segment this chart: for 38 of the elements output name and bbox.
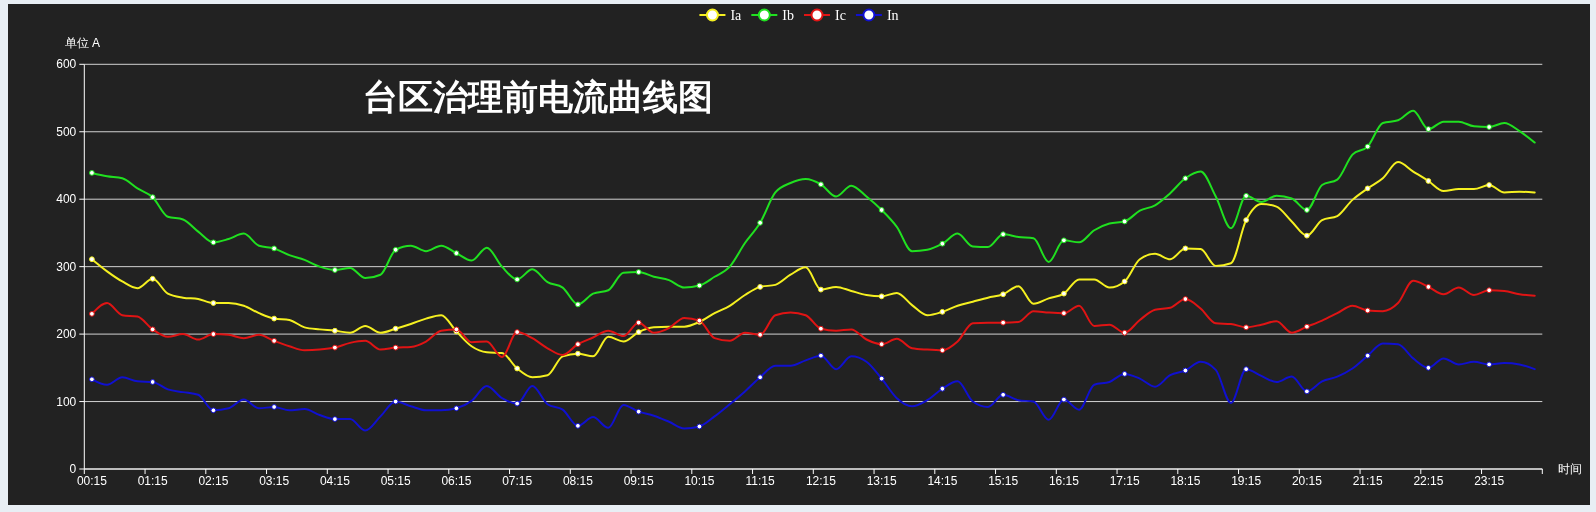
x-tick-label: 21:15 bbox=[1352, 474, 1383, 488]
x-tick-label: 17:15 bbox=[1109, 474, 1140, 488]
chart-title: 台区治理前电流曲线图 bbox=[363, 76, 714, 116]
x-tick-label: 00:15 bbox=[76, 474, 108, 488]
x-tick-label: 20:15 bbox=[1291, 474, 1323, 488]
x-tick-label: 10:15 bbox=[684, 474, 715, 488]
x-tick-label: 14:15 bbox=[927, 474, 958, 488]
y-tick-label: 300 bbox=[56, 259, 77, 274]
legend-label: In bbox=[886, 7, 899, 23]
x-axis-title: 时间 bbox=[1558, 462, 1583, 476]
legend-label: Ia bbox=[730, 7, 743, 23]
y-tick-label: 500 bbox=[56, 124, 77, 139]
x-tick-label: 12:15 bbox=[805, 474, 837, 488]
y-axis-title: 单位 A bbox=[64, 36, 100, 50]
y-tick-label: 600 bbox=[56, 57, 77, 72]
x-tick-label: 05:15 bbox=[380, 474, 411, 488]
x-tick-label: 03:15 bbox=[259, 474, 290, 488]
x-tick-label: 23:15 bbox=[1474, 474, 1505, 488]
x-tick-label: 11:15 bbox=[745, 474, 776, 488]
x-tick-label: 13:15 bbox=[866, 474, 897, 488]
x-tick-label: 01:15 bbox=[137, 474, 168, 488]
y-tick-label: 200 bbox=[56, 327, 77, 342]
x-tick-label: 19:15 bbox=[1231, 474, 1262, 488]
x-tick-label: 06:15 bbox=[441, 474, 472, 488]
x-tick-label: 04:15 bbox=[319, 474, 351, 488]
x-tick-label: 09:15 bbox=[623, 474, 654, 488]
legend-label: Ic bbox=[835, 7, 846, 23]
y-tick-label: 100 bbox=[56, 394, 77, 409]
x-tick-label: 08:15 bbox=[562, 474, 594, 488]
x-tick-label: 07:15 bbox=[502, 474, 533, 488]
x-tick-label: 15:15 bbox=[988, 474, 1019, 488]
y-tick-label: 0 bbox=[69, 462, 77, 476]
y-tick-label: 400 bbox=[56, 192, 77, 207]
legend-label: Ib bbox=[782, 7, 794, 23]
x-tick-label: 02:15 bbox=[198, 474, 229, 488]
x-tick-label: 22:15 bbox=[1413, 474, 1444, 488]
x-tick-label: 18:15 bbox=[1170, 474, 1201, 488]
x-tick-label: 16:15 bbox=[1048, 474, 1080, 488]
